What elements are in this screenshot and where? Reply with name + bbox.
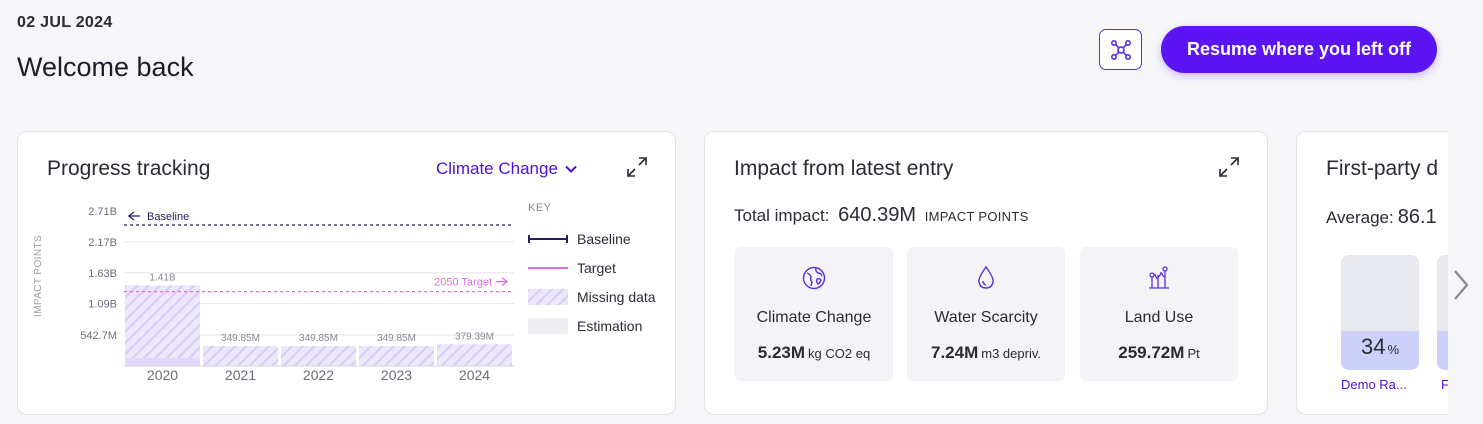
tile-name: Land Use <box>1124 309 1194 326</box>
tile-value-number: 5.23M <box>757 343 806 362</box>
y-tick-label: 2.17B <box>88 237 117 249</box>
y-axis-label: IMPACT POINTS <box>33 235 44 317</box>
impact-tile-land-use[interactable]: Land Use 259.72M Pt <box>1080 247 1238 381</box>
score-pill-fill <box>1437 330 1448 370</box>
x-tick-label: 2021 <box>225 367 256 383</box>
missing-data-swatch <box>528 288 568 305</box>
tile-value-unit: Pt <box>1187 346 1200 361</box>
tile-name: Climate Change <box>756 309 872 326</box>
score-pill[interactable] <box>1437 255 1448 370</box>
bar-2022 <box>281 345 356 366</box>
x-tick-label: 2024 <box>459 367 490 383</box>
impact-tile-climate-change[interactable]: Climate Change 5.23M kg CO2 eq <box>735 247 893 381</box>
score-pill-fill <box>1341 330 1419 370</box>
target-swatch <box>528 260 568 276</box>
resume-button[interactable]: Resume where you left off <box>1161 26 1437 73</box>
tile-name: Water Scarcity <box>934 309 1038 326</box>
latest-impact-card: Impact from latest entry Total impact: 6… <box>704 131 1268 415</box>
y-tick-label: 542.7M <box>80 330 117 342</box>
chevron-right-icon[interactable] <box>1449 268 1473 302</box>
y-tick-label: 1.63B <box>88 268 117 280</box>
bar-value-label: 349.85M <box>221 333 260 344</box>
bar-2021 <box>203 345 278 366</box>
progress-tracking-title: Progress tracking <box>47 157 211 180</box>
network-graph-button[interactable] <box>1099 29 1142 70</box>
tile-value: 7.24M m3 depriv. <box>907 343 1065 363</box>
bar-2023 <box>359 345 434 366</box>
chevron-down-icon <box>565 165 577 173</box>
first-party-title: First-party d <box>1326 157 1439 180</box>
tile-value-number: 7.24M <box>931 343 979 362</box>
chart-key: KEY Baseline Target Missing data Estimat… <box>528 202 668 340</box>
tile-value: 259.72M Pt <box>1080 343 1238 363</box>
total-impact-value: 640.39M <box>838 204 917 226</box>
average-score: Average: 86.1 <box>1326 206 1437 229</box>
droplet-icon <box>978 265 994 289</box>
progress-tracking-card: Progress tracking Climate Change 2.71B 2.… <box>17 131 676 415</box>
tile-value-unit: kg CO2 eq <box>808 346 871 361</box>
x-tick-label: 2020 <box>147 367 178 383</box>
total-impact-unit: IMPACT POINTS <box>924 209 1029 224</box>
score-pill-percent: 34% <box>1360 334 1400 359</box>
plants-icon <box>1149 266 1169 289</box>
bar-value-label: 1.41B <box>149 272 175 283</box>
impact-tile-water-scarcity[interactable]: Water Scarcity 7.24M m3 depriv. <box>907 247 1065 381</box>
key-heading: KEY <box>528 202 552 214</box>
current-date: 02 JUL 2024 <box>17 14 113 31</box>
total-impact-label: Total impact: <box>734 206 830 225</box>
first-party-card: First-party d Average: 86.1 34% Demo Ra..… <box>1296 131 1448 415</box>
target-label: 2050 Target <box>434 277 492 289</box>
key-label: Baseline <box>577 230 631 247</box>
x-tick-label: 2023 <box>381 367 412 383</box>
baseline-swatch <box>528 231 568 247</box>
x-tick-label: 2022 <box>303 367 334 383</box>
estimation-swatch <box>528 317 568 334</box>
key-label: Target <box>577 259 616 276</box>
bar-value-label: 379.39M <box>455 331 494 342</box>
network-graph-icon <box>1110 39 1131 60</box>
expand-icon[interactable] <box>1218 156 1240 178</box>
average-value: 86.1 <box>1397 206 1437 228</box>
score-pill[interactable]: 34% <box>1341 255 1419 370</box>
tile-value-number: 259.72M <box>1118 343 1185 362</box>
key-item-missing-data: Missing data <box>528 282 668 311</box>
bar-2024 <box>437 344 512 366</box>
dropdown-value: Climate Change <box>436 159 558 178</box>
progress-chart: 2.71B 2.17B 1.63B 1.09B 542.7M 1.41B 2020 349.… <box>33 206 514 383</box>
key-label: Missing data <box>577 288 656 305</box>
key-item-baseline: Baseline <box>528 224 668 253</box>
score-pill-label[interactable]: Demo Ra... <box>1341 377 1407 392</box>
welcome-heading: Welcome back <box>17 52 194 82</box>
y-tick-label: 2.71B <box>88 206 117 218</box>
estimation-segment <box>125 358 200 366</box>
arrow-left-icon <box>127 211 140 221</box>
expand-icon[interactable] <box>626 156 648 178</box>
impact-category-dropdown[interactable]: Climate Change <box>436 159 578 179</box>
bar-value-label: 349.85M <box>377 333 416 344</box>
tile-value: 5.23M kg CO2 eq <box>735 343 893 363</box>
key-label: Estimation <box>577 317 643 334</box>
percent-number: 34 <box>1360 334 1386 359</box>
arrow-right-icon <box>496 277 509 287</box>
key-item-estimation: Estimation <box>528 311 668 340</box>
bar-value-label: 349.85M <box>299 333 338 344</box>
baseline-label: Baseline <box>147 211 189 223</box>
latest-impact-title: Impact from latest entry <box>734 157 954 180</box>
bar-2020 <box>125 285 200 366</box>
tile-value-unit: m3 depriv. <box>981 346 1041 361</box>
score-pill-label[interactable]: Fo <box>1441 377 1448 392</box>
key-item-target: Target <box>528 253 668 282</box>
globe-icon <box>802 266 826 290</box>
y-tick-label: 1.09B <box>88 299 117 311</box>
average-label: Average: <box>1326 208 1394 227</box>
total-impact: Total impact: 640.39M IMPACT POINTS <box>734 204 1029 227</box>
